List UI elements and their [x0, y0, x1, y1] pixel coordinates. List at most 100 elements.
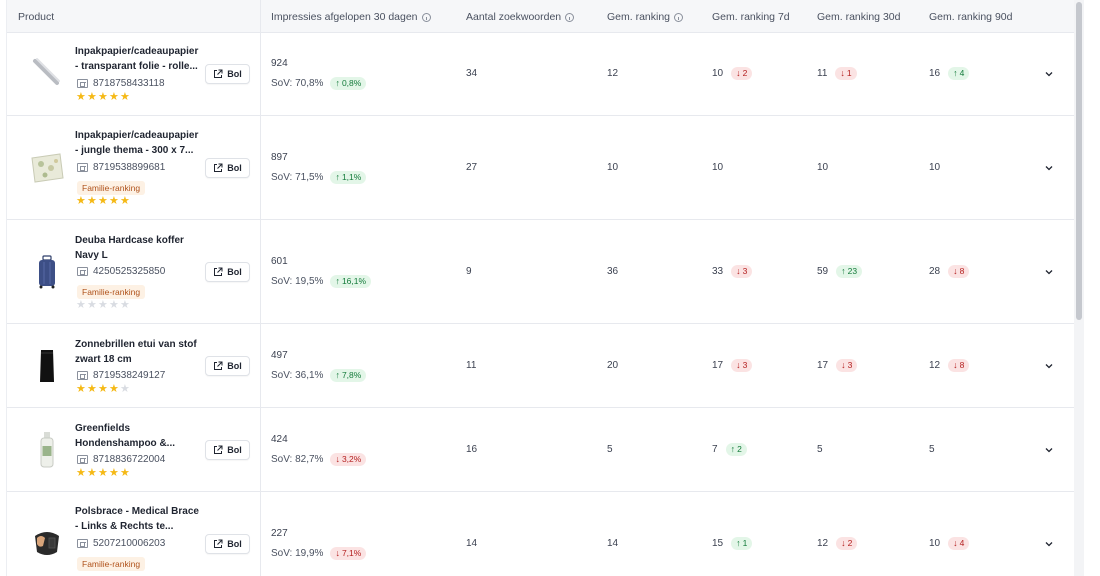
- chevron-down-icon[interactable]: [1045, 268, 1053, 276]
- header-keywords[interactable]: Aantal zoekwoorden: [466, 11, 575, 23]
- change-badge: ↑ 0,8%: [330, 77, 367, 90]
- barcode-icon: [77, 539, 88, 548]
- star-icon: ★: [87, 195, 97, 207]
- chevron-down-icon[interactable]: [1045, 446, 1053, 454]
- info-icon[interactable]: [674, 12, 684, 22]
- product-thumbnail: [27, 346, 67, 386]
- barcode-icon: [77, 163, 88, 172]
- arrow-down-icon: ↓: [841, 538, 846, 548]
- table-header: Product Impressies afgelopen 30 dagen Aa…: [7, 0, 1074, 33]
- table-row[interactable]: Deuba Hardcase koffer Navy L 425052532585…: [7, 220, 1074, 324]
- ean-code: 8719538249127: [77, 370, 165, 381]
- arrow-up-icon: ↑: [335, 172, 340, 182]
- impressions-value: 424: [271, 434, 288, 445]
- change-badge: ↓ 3: [836, 359, 858, 372]
- rank-30d: 5: [817, 444, 823, 455]
- rank-90d: 16 ↑ 4: [929, 67, 970, 80]
- keywords-count: 34: [466, 68, 478, 79]
- sov: SoV: 19,5% ↑ 16,1%: [271, 275, 372, 288]
- bol-button[interactable]: Bol: [205, 440, 250, 460]
- external-link-icon: [214, 445, 223, 454]
- external-link-icon: [214, 539, 223, 548]
- rating-stars: ★ ★ ★ ★ ★: [76, 467, 130, 479]
- star-icon: ★: [76, 91, 86, 103]
- table-row[interactable]: Zonnebrillen etui van stof zwart 18 cm 87…: [7, 324, 1074, 408]
- arrow-down-icon: ↓: [736, 360, 741, 370]
- table-row[interactable]: Inpakpapier/cadeaupapier - transparant fo…: [7, 33, 1074, 116]
- rating-stars: ★ ★ ★ ★ ★: [76, 195, 130, 207]
- rank-90d: 12 ↓ 8: [929, 359, 970, 372]
- page-margin: [1084, 0, 1100, 576]
- star-icon: ★: [76, 467, 86, 479]
- family-ranking-badge: Familie-ranking: [77, 181, 146, 195]
- barcode-icon: [77, 455, 88, 464]
- external-link-icon: [214, 361, 223, 370]
- star-icon: ★: [98, 299, 108, 311]
- keywords-count: 11: [466, 360, 477, 371]
- chevron-down-icon[interactable]: [1045, 540, 1053, 548]
- barcode-icon: [77, 371, 88, 380]
- rank-30d: 11 ↓ 1: [817, 67, 857, 80]
- ean-code: 8719538899681: [77, 162, 165, 173]
- product-name[interactable]: Polsbrace - Medical Brace - Links & Recht…: [75, 506, 199, 532]
- column-divider: [260, 0, 261, 576]
- rank-90d: 28 ↓ 8: [929, 265, 970, 278]
- sov: SoV: 71,5% ↑ 1,1%: [271, 171, 367, 184]
- star-icon: ★: [76, 383, 86, 395]
- product-name[interactable]: Deuba Hardcase koffer Navy L: [75, 235, 184, 261]
- product-name[interactable]: Zonnebrillen etui van stof zwart 18 cm: [75, 339, 197, 365]
- bol-button[interactable]: Bol: [205, 356, 250, 376]
- arrow-down-icon: ↓: [953, 538, 958, 548]
- header-avg-rank-30d[interactable]: Gem. ranking 30d: [817, 11, 901, 23]
- table-row[interactable]: Inpakpapier/cadeaupapier - jungle thema -…: [7, 116, 1074, 220]
- star-icon: ★: [109, 195, 119, 207]
- avg-rank: 12: [607, 68, 619, 79]
- ean-code: 8718836722004: [77, 454, 165, 465]
- bol-button[interactable]: Bol: [205, 262, 250, 282]
- change-badge: ↓ 2: [731, 67, 753, 80]
- header-avg-rank-7d[interactable]: Gem. ranking 7d: [712, 11, 790, 23]
- bol-button[interactable]: Bol: [205, 64, 250, 84]
- external-link-icon: [214, 69, 223, 78]
- info-icon[interactable]: [565, 12, 575, 22]
- header-impressions[interactable]: Impressies afgelopen 30 dagen: [271, 11, 431, 23]
- rank-90d: 5: [929, 444, 935, 455]
- arrow-down-icon: ↓: [335, 454, 340, 464]
- star-icon: ★: [109, 91, 119, 103]
- product-thumbnail: [27, 430, 67, 470]
- scrollbar-thumb[interactable]: [1076, 2, 1082, 320]
- rank-30d: 10: [817, 162, 829, 173]
- star-icon: ★: [98, 467, 108, 479]
- arrow-up-icon: ↑: [335, 276, 340, 286]
- arrow-up-icon: ↑: [335, 370, 340, 380]
- bol-button[interactable]: Bol: [205, 534, 250, 554]
- bol-button[interactable]: Bol: [205, 158, 250, 178]
- info-icon[interactable]: [421, 12, 431, 22]
- change-badge: ↓ 3: [731, 265, 753, 278]
- star-icon: ★: [109, 467, 119, 479]
- chevron-down-icon[interactable]: [1045, 164, 1053, 172]
- table-row[interactable]: Polsbrace - Medical Brace - Links & Recht…: [7, 492, 1074, 576]
- product-name[interactable]: Inpakpapier/cadeaupapier - jungle thema -…: [75, 130, 199, 156]
- table-row[interactable]: Greenfields Hondenshampoo &... 8718836722…: [7, 408, 1074, 492]
- chevron-down-icon[interactable]: [1045, 362, 1053, 370]
- impressions-value: 601: [271, 256, 288, 267]
- change-badge: ↓ 3: [731, 359, 753, 372]
- header-avg-rank-90d[interactable]: Gem. ranking 90d: [929, 11, 1013, 23]
- star-icon: ★: [120, 195, 130, 207]
- arrow-down-icon: ↓: [953, 360, 958, 370]
- product-name[interactable]: Greenfields Hondenshampoo &...: [75, 423, 175, 449]
- header-avg-rank[interactable]: Gem. ranking: [607, 11, 684, 23]
- product-name[interactable]: Inpakpapier/cadeaupapier - transparant fo…: [75, 46, 199, 72]
- star-icon: ★: [87, 467, 97, 479]
- star-icon: ★: [109, 383, 119, 395]
- impressions-value: 497: [271, 350, 288, 361]
- chevron-down-icon[interactable]: [1045, 70, 1053, 78]
- product-thumbnail: [27, 252, 67, 292]
- star-icon: ★: [87, 299, 97, 311]
- rank-30d: 17 ↓ 3: [817, 359, 858, 372]
- header-product[interactable]: Product: [18, 11, 55, 23]
- impressions-value: 897: [271, 152, 288, 163]
- avg-rank: 10: [607, 162, 619, 173]
- product-thumbnail: [27, 148, 67, 188]
